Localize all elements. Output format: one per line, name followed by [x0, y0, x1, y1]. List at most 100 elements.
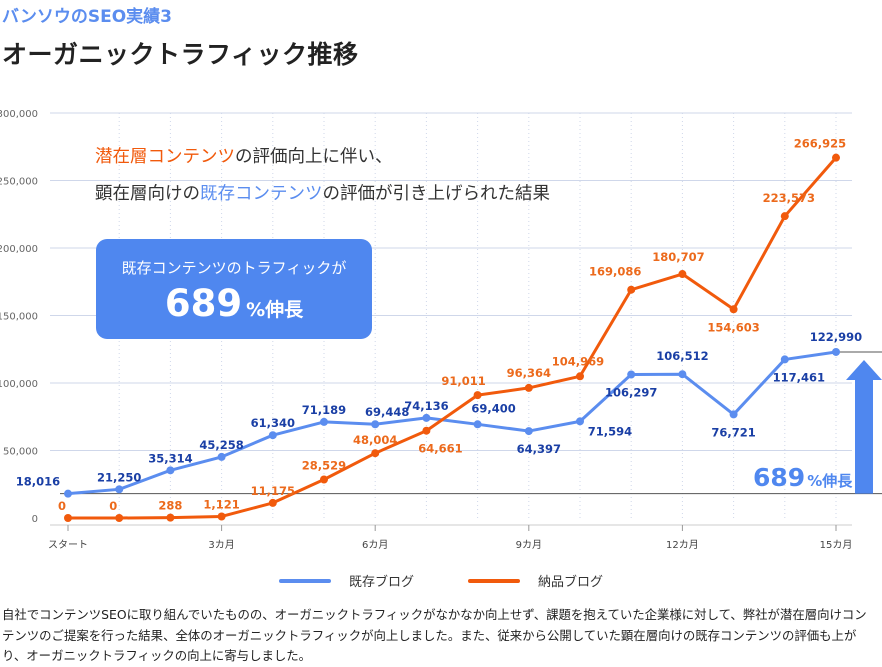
data-point-existing — [832, 347, 840, 356]
x-axis-ticks: スタート 3カ月 6カ月 9カ月 12カ月 15カ月 — [48, 525, 852, 551]
annotation-highlight-existing: 既存コンテンツ — [200, 184, 323, 204]
data-label-existing: 64,397 — [517, 442, 561, 456]
traffic-line-chart: 0 50,000 100,000 150,000 200,000 250,000 300,0… — [0, 109, 882, 551]
data-point-new — [678, 270, 687, 279]
data-label-existing: 74,136 — [404, 399, 448, 413]
data-point-existing — [678, 370, 687, 379]
data-point-existing — [422, 413, 431, 422]
data-point-existing — [371, 420, 380, 429]
data-point-existing — [473, 420, 482, 429]
legend-label-new: 納品ブログ — [538, 575, 604, 590]
data-label-existing: 76,721 — [711, 425, 755, 439]
y-tick-label: 250,000 — [0, 177, 38, 188]
data-point-new — [166, 513, 175, 522]
y-tick-label: 0 — [32, 514, 38, 525]
data-point-existing — [217, 452, 226, 461]
annotation-line-2-prefix: 顕在層向けの — [95, 184, 200, 204]
growth-side-number: 689 — [753, 463, 805, 492]
data-label-existing: 106,512 — [656, 349, 708, 363]
data-label-new: 288 — [158, 499, 182, 513]
data-label-new: 0 — [58, 499, 66, 513]
data-point-new — [729, 305, 738, 314]
page-title: オーガニックトラフィック推移 — [2, 40, 359, 69]
growth-side-unit: %伸長 — [807, 472, 853, 490]
y-tick-label: 200,000 — [0, 244, 38, 255]
data-label-new: 169,086 — [589, 265, 641, 279]
data-label-new: 266,925 — [794, 137, 846, 151]
growth-arrow-icon — [846, 359, 882, 494]
y-tick-label: 50,000 — [3, 447, 38, 458]
annotation-line-2-rest: の評価が引き上げられた結果 — [323, 184, 551, 204]
growth-callout-box: 既存コンテンツのトラフィックが 689 %伸長 — [96, 239, 372, 339]
data-point-new — [371, 449, 380, 458]
data-label-existing: 35,314 — [148, 451, 192, 465]
data-label-existing: 117,461 — [773, 370, 825, 384]
data-point-new — [320, 475, 328, 484]
growth-callout-value: 689 %伸長 — [165, 282, 304, 325]
x-tick-label: 15カ月 — [820, 539, 853, 551]
legend-label-existing: 既存ブログ — [348, 575, 414, 590]
data-label-new: 28,529 — [302, 458, 346, 472]
y-axis-ticks: 0 50,000 100,000 150,000 200,000 250,000 300,0… — [0, 109, 38, 525]
y-tick-label: 100,000 — [0, 379, 38, 390]
x-tick-label: 12カ月 — [666, 539, 699, 551]
data-label-new: 1,121 — [203, 497, 239, 511]
annotation-line-2: 顕在層向けの既存コンテンツの評価が引き上げられた結果 — [95, 184, 550, 204]
data-point-new — [627, 285, 636, 294]
data-label-new: 96,364 — [507, 366, 551, 380]
data-label-existing: 106,297 — [605, 385, 657, 399]
data-label-new: 154,603 — [707, 320, 759, 334]
data-point-new — [422, 426, 431, 435]
y-tick-label: 150,000 — [0, 312, 38, 323]
data-labels: 18,016 21,250 35,314 45,258 61,340 71,189 69,4… — [16, 137, 862, 513]
data-point-existing — [729, 410, 738, 419]
data-point-existing — [780, 355, 789, 364]
data-point-new — [64, 514, 72, 522]
data-label-existing: 69,448 — [365, 405, 409, 419]
page-subtitle: バンソウのSEO実績3 — [2, 7, 172, 27]
data-point-new — [524, 383, 533, 392]
annotation-line-1: 潜在層コンテンツの評価向上に伴い、 — [95, 147, 393, 167]
data-label-new: 180,707 — [652, 250, 704, 264]
legend-item-existing: 既存ブログ — [278, 571, 414, 590]
growth-callout-unit: %伸長 — [246, 298, 304, 321]
data-point-new — [576, 372, 584, 381]
data-point-existing — [166, 466, 175, 475]
growth-side-label: 689 %伸長 — [753, 463, 853, 492]
data-label-new: 223,573 — [763, 191, 815, 205]
series-line-new — [66, 156, 838, 520]
x-tick-label: 9カ月 — [516, 539, 542, 551]
data-point-existing — [320, 417, 328, 426]
data-label-new: 104,969 — [552, 354, 604, 368]
data-point-new — [780, 212, 789, 221]
data-label-existing: 122,990 — [810, 330, 862, 344]
data-point-existing — [268, 431, 277, 440]
data-point-new — [473, 391, 482, 400]
data-point-existing — [627, 370, 636, 379]
y-tick-label: 300,000 — [0, 109, 38, 120]
annotation-highlight-latent: 潜在層コンテンツ — [95, 147, 235, 167]
data-point-new — [832, 153, 840, 162]
legend-swatch-existing — [278, 578, 331, 583]
data-label-existing: 69,400 — [471, 401, 515, 415]
data-label-existing: 61,340 — [251, 416, 295, 430]
annotation-line-1-rest: の評価向上に伴い、 — [235, 147, 393, 167]
data-label-new: 91,011 — [441, 374, 485, 388]
growth-callout-caption: 既存コンテンツのトラフィックが — [122, 259, 347, 277]
chart-legend: 既存ブログ 納品ブログ — [0, 571, 882, 590]
chart-series — [64, 153, 840, 522]
data-label-new: 64,661 — [418, 442, 462, 456]
data-label-new: 11,175 — [251, 484, 295, 498]
x-tick-label: 6カ月 — [362, 539, 388, 551]
data-point-existing — [524, 427, 533, 436]
description-text: 自社でコンテンツSEOに取り組んでいたものの、オーガニックトラフィックがなかなか… — [2, 607, 867, 663]
growth-callout-background — [96, 239, 372, 339]
series-line-existing — [66, 350, 838, 496]
x-tick-label: スタート — [48, 539, 88, 551]
data-label-existing: 21,250 — [97, 470, 141, 484]
growth-callout-number: 689 — [165, 282, 242, 325]
data-point-new — [268, 498, 277, 507]
legend-item-new: 納品ブログ — [468, 571, 603, 590]
data-point-existing — [115, 485, 124, 494]
data-point-existing — [576, 417, 584, 426]
